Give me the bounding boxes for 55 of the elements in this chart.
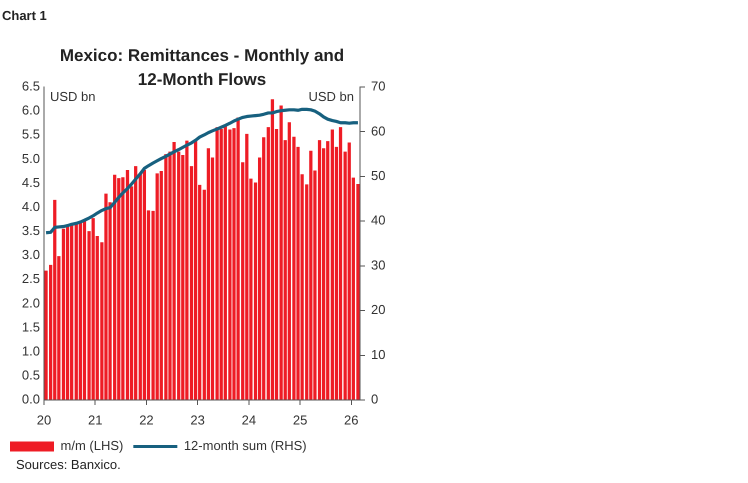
x-tick-label: 22 <box>139 412 154 428</box>
y2-tick-label: 0 <box>371 392 378 407</box>
y2-tick-label: 50 <box>371 168 386 184</box>
y-tick-label: 3.0 <box>22 247 40 262</box>
y2-axis-title: USD bn <box>308 89 354 104</box>
bar <box>215 127 219 400</box>
bar <box>245 134 248 400</box>
y2-tick-label: 30 <box>371 257 386 272</box>
y-tick-label: 0.0 <box>22 392 40 407</box>
y-axis-title: USD bn <box>50 89 96 104</box>
bar <box>78 222 82 400</box>
y-tick-label: 4.0 <box>22 198 40 214</box>
y-tick-label: 1.5 <box>22 319 40 334</box>
y2-tick-label: 10 <box>371 346 386 362</box>
y-tick-label: 5.5 <box>22 126 40 142</box>
y-tick-label: 0.5 <box>22 368 40 382</box>
source-note: Sources: Banxico. <box>16 457 121 472</box>
y-tick-label: 6.0 <box>22 102 40 118</box>
y-tick-label: 3.5 <box>22 223 40 238</box>
bar <box>194 140 198 400</box>
bar <box>142 170 146 400</box>
y-tick-label: 2.0 <box>22 295 40 310</box>
y-tick-label: 4.5 <box>22 174 40 190</box>
bar <box>82 220 86 400</box>
bar <box>309 150 312 400</box>
bar <box>348 142 351 400</box>
legend-label: 12-month sum (RHS) <box>184 438 307 454</box>
y2-tick-label: 20 <box>371 302 386 318</box>
bar <box>220 129 223 400</box>
x-tick-label: 20 <box>36 412 52 428</box>
x-tick-label: 23 <box>190 412 205 428</box>
x-tick-label: 24 <box>242 412 256 428</box>
bar <box>185 140 189 400</box>
bar <box>117 178 120 400</box>
y-tick-label: 2.5 <box>22 271 40 286</box>
legend-label: m/m (LHS) <box>60 438 124 454</box>
bar <box>156 173 159 400</box>
caption: Chart 1 <box>2 8 47 23</box>
x-tick-label: 26 <box>344 412 359 428</box>
y2-tick-label: 60 <box>371 123 386 138</box>
bar <box>318 140 322 400</box>
chart-title: Mexico: Remittances - Monthly and 12-Month Flows <box>60 46 344 89</box>
x-tick-label: 25 <box>292 412 308 428</box>
bar <box>92 218 95 400</box>
y2-tick-label: 40 <box>371 212 386 228</box>
bar <box>270 99 274 400</box>
bar <box>104 194 108 400</box>
y-tick-label: 1.0 <box>22 343 40 358</box>
y-tick-label: 6.5 <box>22 78 40 94</box>
bar <box>66 225 70 400</box>
bar <box>53 200 56 400</box>
bar <box>206 148 210 400</box>
y2-tick-label: 70 <box>371 78 386 94</box>
x-tick-label: 21 <box>88 412 102 428</box>
y-tick-label: 5.0 <box>22 150 40 166</box>
